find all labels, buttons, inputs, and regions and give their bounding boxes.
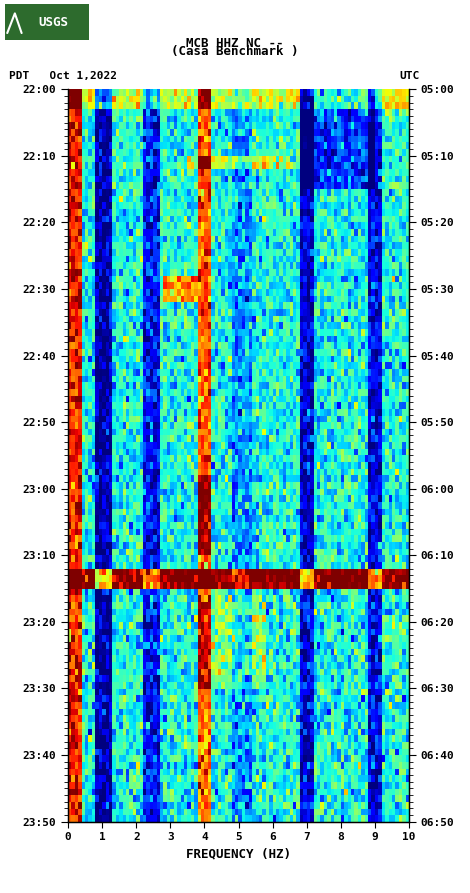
FancyBboxPatch shape (5, 4, 89, 40)
Text: PDT   Oct 1,2022: PDT Oct 1,2022 (9, 71, 118, 81)
Text: USGS: USGS (39, 16, 69, 29)
Text: MCB HHZ NC --: MCB HHZ NC -- (186, 37, 284, 50)
X-axis label: FREQUENCY (HZ): FREQUENCY (HZ) (186, 847, 291, 861)
Text: (Casa Benchmark ): (Casa Benchmark ) (171, 45, 299, 58)
Text: UTC: UTC (400, 71, 420, 81)
